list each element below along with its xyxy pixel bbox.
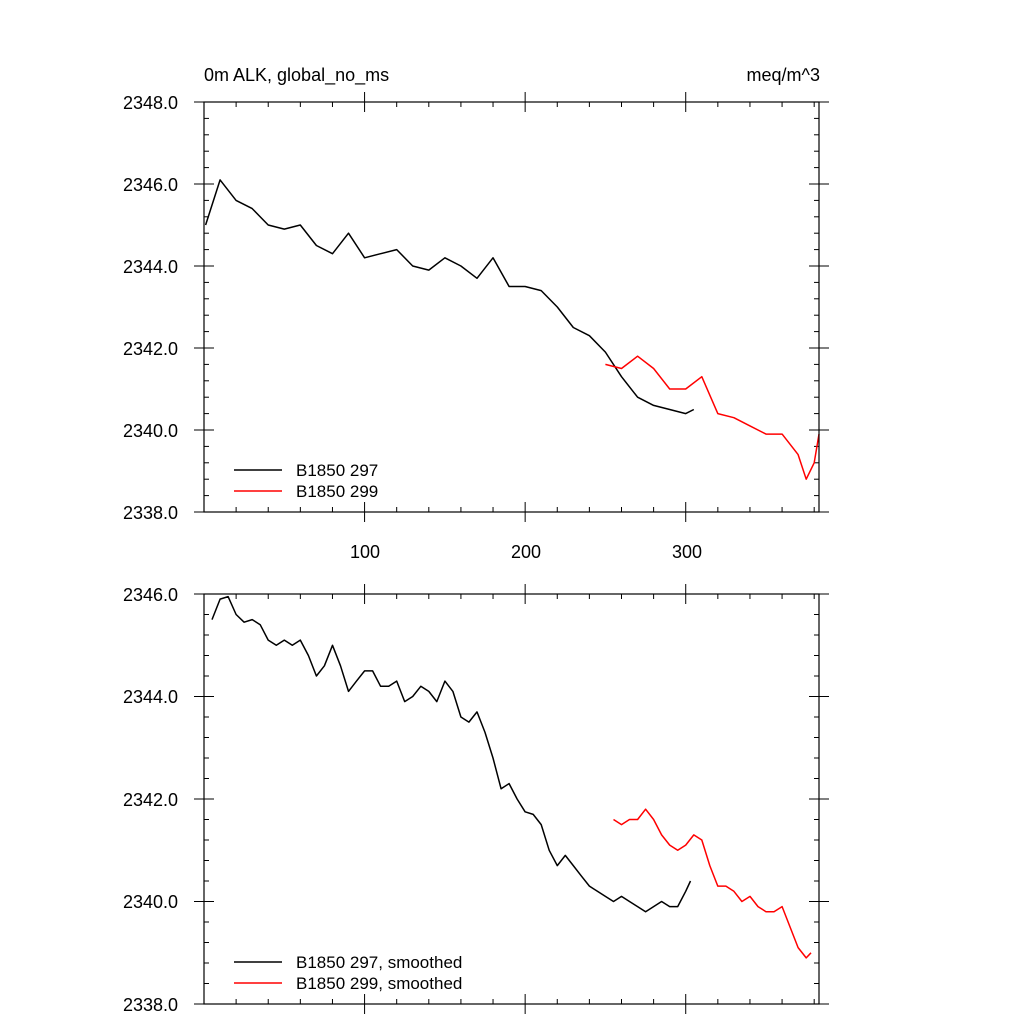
top-y-tick-label: 2348.0 — [123, 93, 178, 113]
units-label: meq/m^3 — [747, 65, 820, 85]
bottom-panel: 2338.0 2340.0 2342.0 2344.0 2346.0 B1850… — [123, 584, 829, 1015]
bottom-plot-frame — [203, 593, 820, 1005]
bottom-ticks — [194, 584, 829, 1014]
top-x-tick-label: 100 — [350, 542, 380, 562]
legend-label-b1850-297-smoothed: B1850 297, smoothed — [296, 953, 462, 972]
bottom-lines — [211, 595, 812, 959]
legend-label-b1850-297: B1850 297 — [296, 461, 378, 480]
bottom-legend: B1850 297, smoothed B1850 299, smoothed — [234, 953, 462, 993]
top-y-tick-label: 2344.0 — [123, 257, 178, 277]
bottom-y-tick-label: 2346.0 — [123, 585, 178, 605]
top-y-tick-label: 2340.0 — [123, 421, 178, 441]
chart-title: 0m ALK, global_no_ms — [204, 65, 389, 86]
series-b1850-297 — [204, 179, 695, 415]
series-b1850-299 — [605, 355, 820, 480]
top-lines — [204, 179, 820, 480]
top-plot-frame — [203, 101, 820, 513]
top-y-tick-label: 2342.0 — [123, 339, 178, 359]
legend-label-b1850-299: B1850 299 — [296, 482, 378, 501]
bottom-y-tick-label: 2344.0 — [123, 687, 178, 707]
top-x-tick-label: 300 — [672, 542, 702, 562]
series-b1850-297-smoothed — [211, 595, 692, 913]
bottom-y-tick-label: 2338.0 — [123, 995, 178, 1015]
series-b1850-299-smoothed — [613, 808, 812, 959]
bottom-y-tick-label: 2342.0 — [123, 790, 178, 810]
top-panel: 0m ALK, global_no_ms meq/m^3 2338.0 2340… — [123, 65, 829, 562]
legend-label-b1850-299-smoothed: B1850 299, smoothed — [296, 974, 462, 993]
top-y-tick-label: 2346.0 — [123, 175, 178, 195]
top-y-tick-label: 2338.0 — [123, 503, 178, 523]
top-x-tick-label: 200 — [511, 542, 541, 562]
top-legend: B1850 297 B1850 299 — [234, 461, 378, 501]
bottom-y-tick-label: 2340.0 — [123, 892, 178, 912]
